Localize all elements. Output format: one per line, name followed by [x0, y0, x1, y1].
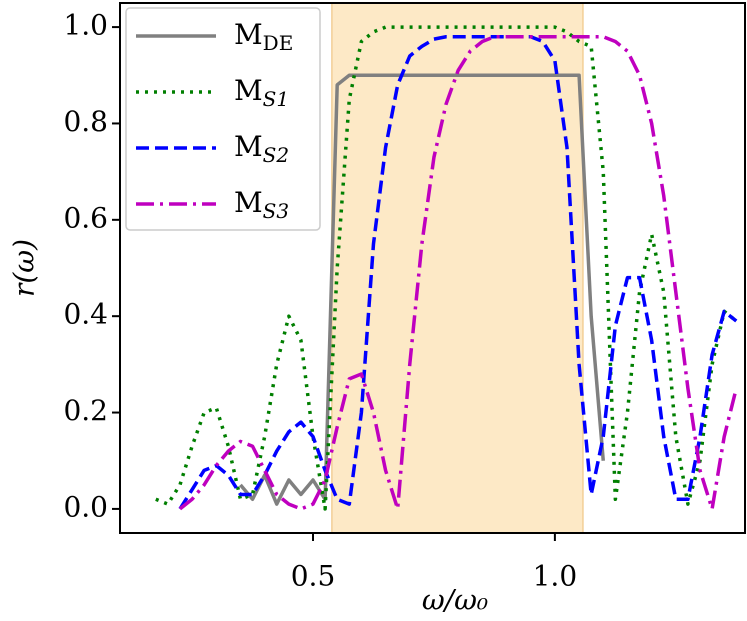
x-tick-label: 0.5: [291, 560, 336, 593]
y-tick-label: 0.8: [63, 105, 108, 138]
legend-name: M: [234, 18, 263, 51]
shaded-span: [331, 2, 584, 534]
legend-subscript: S1: [263, 87, 289, 111]
legend-name: M: [234, 130, 263, 163]
legend-name: M: [234, 186, 263, 219]
y-axis-label: r(ω): [8, 239, 41, 297]
x-tick-label: 1.0: [533, 560, 578, 593]
legend-subscript: DE: [263, 31, 294, 55]
y-tick-label: 0.2: [63, 394, 108, 427]
legend-subscript: S2: [263, 143, 289, 167]
series-line: [239, 73, 606, 506]
legend-label: MS1: [234, 74, 289, 111]
series-line: [155, 25, 738, 511]
y-tick-label: 0.6: [63, 201, 108, 234]
legend-label: MDE: [234, 18, 293, 55]
legend-label: MS3: [234, 186, 289, 223]
y-tick-label: 1.0: [63, 9, 108, 42]
legend-label: MS2: [234, 130, 289, 167]
series-line: [178, 34, 738, 511]
y-tick-label: 0.4: [63, 298, 108, 331]
y-tick-label: 0.0: [63, 490, 108, 523]
legend-box: [125, 7, 321, 231]
x-axis-label: ω/ω₀: [422, 584, 488, 617]
legend-subscript: S3: [263, 199, 289, 223]
series-line: [178, 34, 738, 510]
plot-frame: [119, 2, 746, 534]
legend-name: M: [234, 74, 263, 107]
